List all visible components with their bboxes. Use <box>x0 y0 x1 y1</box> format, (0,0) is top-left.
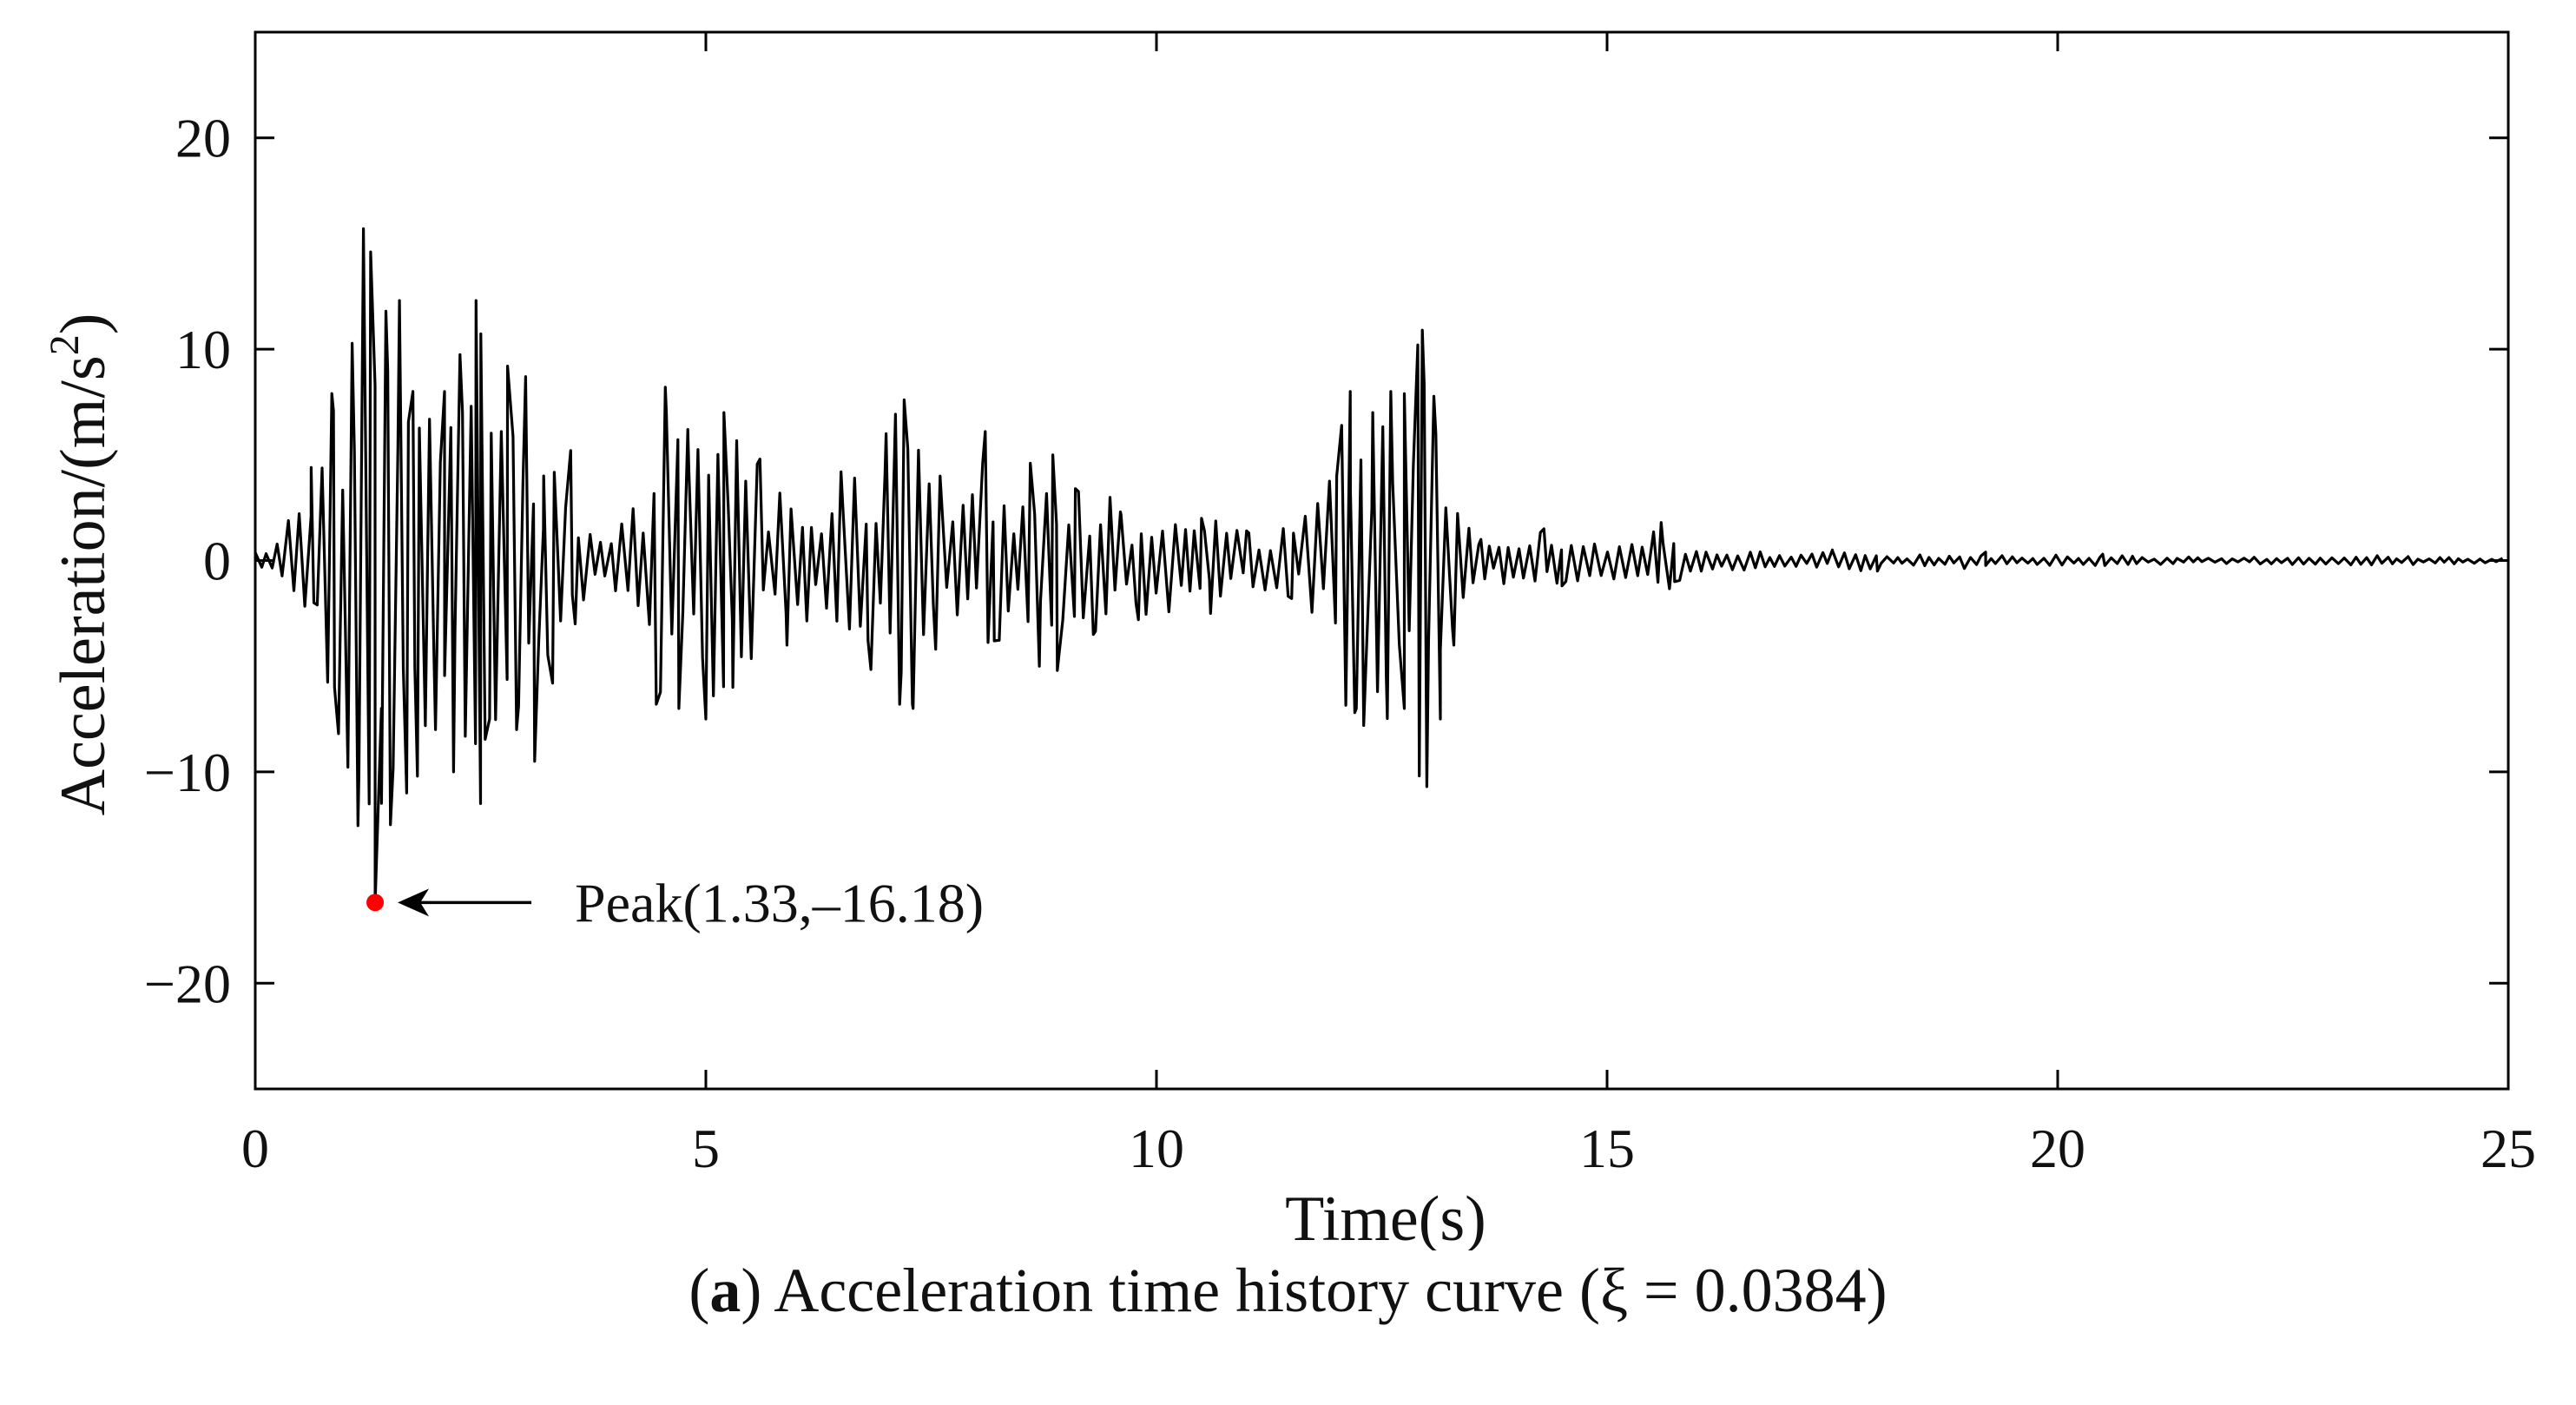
x-axis-label: Time(s) <box>1285 1184 1486 1250</box>
y-tick-label: 10 <box>175 319 231 380</box>
y-tick-label: 0 <box>203 531 231 592</box>
x-tick-label: 5 <box>692 1118 720 1179</box>
y-tick-label: −10 <box>144 742 231 803</box>
y-axis-label-group: Acceleration/(m/s2) <box>42 313 119 816</box>
peak-annotation-text: Peak(1.33,–16.18) <box>575 872 984 933</box>
y-axis-label-close: ) <box>48 313 119 335</box>
y-axis-label-main: Acceleration/(m/s <box>48 355 119 815</box>
figure-caption: (a) Acceleration time history curve (ξ =… <box>688 1256 1888 1325</box>
series <box>254 227 2504 904</box>
y-axis-label: Acceleration/(m/s2) <box>42 313 119 816</box>
caption-label: a <box>709 1256 741 1325</box>
acceleration-series-line <box>254 227 2504 904</box>
caption-text: Acceleration time history curve (ξ = 0.0… <box>761 1256 1888 1325</box>
x-tick-label: 25 <box>2480 1118 2536 1179</box>
y-tick-label: 20 <box>175 108 231 169</box>
y-tick-label: −20 <box>144 953 231 1014</box>
axes: 0 5 10 15 20 25 −20 −10 0 10 20 <box>144 30 2536 1179</box>
x-tick-label: 0 <box>241 1118 269 1179</box>
x-tick-label: 10 <box>1129 1118 1184 1179</box>
x-tick-label: 20 <box>2030 1118 2085 1179</box>
annotation: Peak(1.33,–16.18) <box>366 872 984 933</box>
peak-marker <box>366 894 385 912</box>
x-tick-label: 15 <box>1579 1118 1635 1179</box>
peak-arrow-head <box>398 888 430 917</box>
y-axis-label-superscript: 2 <box>42 334 88 355</box>
